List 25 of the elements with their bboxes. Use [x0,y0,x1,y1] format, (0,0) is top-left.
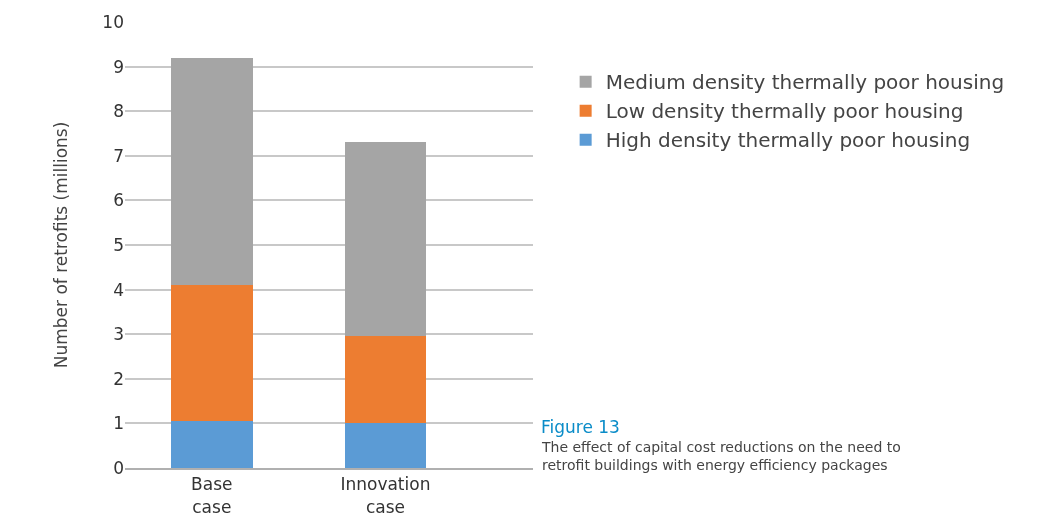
caption: Figure 13 [541,417,620,437]
legend-label: Low density thermally poor housing [605,99,964,124]
bar [171,285,253,422]
y-tick-label: 5 [113,234,124,255]
bar [171,57,253,286]
y-tick-label: 6 [113,190,124,211]
y-tick-label: 8 [113,101,124,122]
y-tick-label: 1 [113,413,124,434]
y-axis-title: Number of retrofits (millions) [50,121,71,369]
x-tick-label: Innovation case [340,474,431,517]
bar [344,336,427,424]
legend-label: High density thermally poor housing [605,128,971,153]
text: The effect of capital cost reductions on the need to retrofit buildings with energy efficiency packages [541,439,901,474]
y-tick-label: 10 [102,11,124,32]
bar [171,421,253,468]
x-tick-label: Base case [191,474,233,517]
legend-label: Medium density thermally poor housing [605,70,1005,95]
y-tick-label: 9 [113,56,124,77]
bar [344,142,427,337]
bar [344,423,427,468]
y-tick-label: 7 [113,145,124,166]
y-tick-label: 2 [113,368,124,389]
y-tick-label: 4 [113,279,124,300]
y-tick-label: 0 [113,457,124,478]
y-tick-label: 3 [113,324,124,345]
